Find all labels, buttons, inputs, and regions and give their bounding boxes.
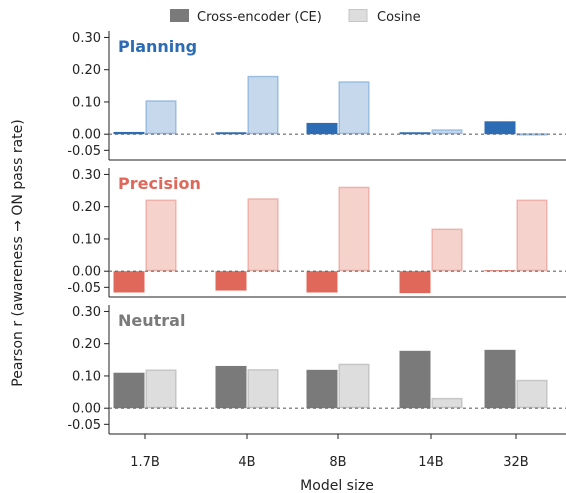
bar-ce-32b <box>484 121 516 135</box>
x-tick-label: 4B <box>238 455 255 470</box>
bar-ce-1.7b <box>113 271 145 293</box>
y-tick-label: -0.05 <box>67 144 101 159</box>
legend: Cross-encoder (CE) Cosine <box>170 9 421 25</box>
bar-cosine-4b <box>247 75 279 135</box>
bar-cosine-32b <box>516 379 548 409</box>
bar-cosine-14b <box>431 228 463 272</box>
y-tick-label: -0.05 <box>67 418 101 433</box>
y-tick-label: 0.10 <box>72 369 101 384</box>
panel-planning: 0.30 0.20 0.10 0.00-0.05 Planning <box>67 31 566 161</box>
y-tick-label: 0.10 <box>72 232 101 247</box>
bar-cosine-4b <box>247 369 279 409</box>
y-tick-label: 0.00 <box>72 265 101 280</box>
y-tick-label: 0.30 <box>72 31 101 46</box>
bar-cosine-8b <box>338 363 370 409</box>
bar-cosine-8b <box>338 186 370 272</box>
y-tick-label: 0.20 <box>72 63 101 78</box>
x-axis-label: Model size <box>300 478 374 493</box>
legend-swatch-ce <box>170 9 189 22</box>
bar-ce-14b <box>399 350 431 409</box>
bar-ce-8b <box>306 122 338 135</box>
y-tick-label: 0.10 <box>72 95 101 110</box>
x-tick-label: 8B <box>329 455 346 470</box>
y-tick-label: 0.30 <box>72 305 101 320</box>
bar-ce-4b <box>215 271 247 291</box>
panel-title: Precision <box>118 174 201 193</box>
bar-ce-4b <box>215 365 247 409</box>
panel-title: Neutral <box>118 311 185 330</box>
legend-label-ce: Cross-encoder (CE) <box>197 10 322 25</box>
bar-ce-1.7b <box>113 372 145 409</box>
bar-ce-32b <box>484 349 516 409</box>
bar-cosine-14b <box>431 129 463 135</box>
y-tick-label: 0.20 <box>72 200 101 215</box>
bar-cosine-1.7b <box>145 369 177 409</box>
panel-title: Planning <box>118 37 197 56</box>
bar-cosine-1.7b <box>145 100 177 135</box>
bar-cosine-32b <box>516 199 548 272</box>
y-tick-label: 0.20 <box>72 337 101 352</box>
x-tick-label: 1.7B <box>130 455 160 470</box>
bar-ce-1.7b <box>113 131 145 135</box>
panel-precision: 0.30 0.20 0.10 0.00-0.05 Precision <box>67 168 566 298</box>
bar-cosine-1.7b <box>145 199 177 272</box>
bar-cosine-14b <box>431 397 463 409</box>
x-tick-label: 14B <box>418 455 443 470</box>
bar-ce-8b <box>306 369 338 409</box>
y-axis-label: Pearson r (awareness → ON pass rate) <box>10 119 26 386</box>
bar-ce-14b <box>399 271 431 294</box>
bar-cosine-8b <box>338 81 370 135</box>
y-tick-label: 0.00 <box>72 402 101 417</box>
panel-neutral: 0.30 0.20 0.10 0.00-0.05 Neutral 1.7B 4B 8B 14B 3… <box>67 305 566 470</box>
bar-ce-8b <box>306 271 338 293</box>
legend-swatch-cosine <box>348 9 368 22</box>
panels: 0.300.200.100.00-0.05Planning0.300.200.1… <box>67 31 566 470</box>
y-tick-label: -0.05 <box>67 281 101 296</box>
x-tick-label: 32B <box>503 455 528 470</box>
legend-label-cosine: Cosine <box>377 10 421 25</box>
bar-ce-14b <box>399 132 431 135</box>
y-tick-label: 0.00 <box>72 128 101 143</box>
bar-ce-4b <box>215 132 247 135</box>
bar-cosine-4b <box>247 198 279 272</box>
y-tick-label: 0.30 <box>72 168 101 183</box>
